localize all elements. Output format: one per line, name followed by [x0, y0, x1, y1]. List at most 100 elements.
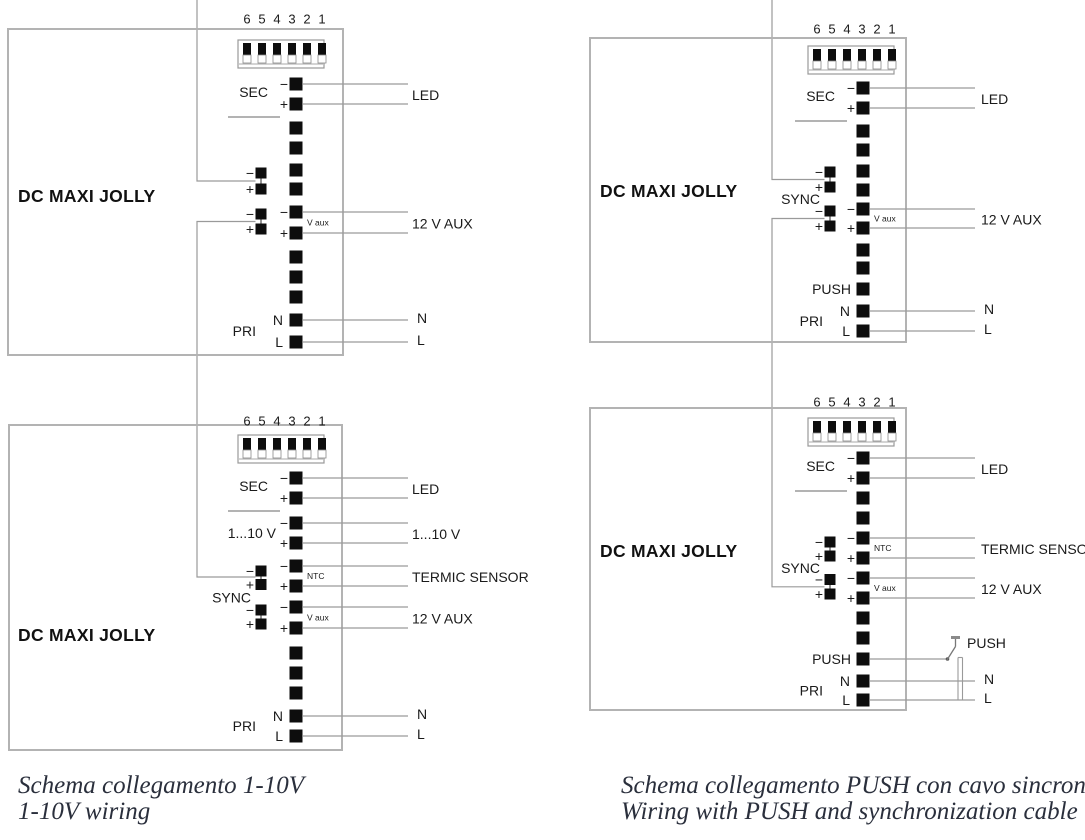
terminal-square — [856, 202, 870, 216]
sync-pair-sign: − — [815, 572, 823, 588]
dip-switch-slot — [872, 432, 882, 442]
sync-pair-sign: + — [246, 616, 254, 632]
terminal-square — [289, 313, 303, 327]
sync-pair-sign: + — [815, 179, 823, 195]
terminal-square — [856, 324, 870, 338]
dip-switch-slot — [257, 449, 267, 459]
mains-label-l: L — [984, 690, 992, 706]
sync-wire-incoming-right — [771, 0, 825, 181]
terminal-square — [856, 591, 870, 605]
dip-switch-slot — [302, 54, 312, 64]
dip-number: 2 — [873, 395, 880, 410]
n-terminal-label: N — [840, 673, 850, 689]
dip-number: 6 — [813, 22, 820, 37]
dip-switch-lever-icon — [873, 49, 881, 61]
sync-wire-right-units — [771, 217, 825, 588]
terminal-sign-plus: + — [280, 96, 288, 112]
n-terminal-label: N — [273, 708, 283, 724]
terminal-sign-plus: + — [847, 550, 855, 566]
dip-switch-slot — [827, 432, 837, 442]
terminal-square — [856, 243, 870, 257]
terminal-square — [289, 250, 303, 264]
dip-number: 5 — [828, 395, 835, 410]
terminal-square — [856, 471, 870, 485]
driver-enclosure-box — [8, 424, 343, 751]
terminal-square — [289, 491, 303, 505]
dip-switch-lever-icon — [303, 438, 311, 450]
dip-switch-lever-icon — [288, 43, 296, 55]
mains-label-n: N — [984, 301, 994, 317]
driver-enclosure-box — [589, 37, 907, 343]
device-name-label: DC MAXI JOLLY — [600, 181, 737, 201]
l-terminal-label: L — [275, 334, 283, 350]
connection-label-aux: 12 V AUX — [412, 611, 473, 627]
dip-switch-slot — [287, 449, 297, 459]
dip-switch-lever-icon — [888, 421, 896, 433]
pri-group-label: PRI — [233, 718, 256, 734]
terminal-square — [856, 611, 870, 625]
sync-pair-terminal-square — [255, 208, 267, 220]
terminal-square — [289, 471, 303, 485]
terminal-square — [289, 141, 303, 155]
vaux-label: V aux — [874, 214, 896, 224]
dip-number: 3 — [288, 12, 295, 27]
sync-pair-sign: + — [815, 586, 823, 602]
terminal-square — [289, 686, 303, 700]
dip-switch-lever-icon — [288, 438, 296, 450]
mains-label-n: N — [984, 671, 994, 687]
sync-pair-sign: − — [246, 602, 254, 618]
connection-label-aux: 12 V AUX — [981, 581, 1042, 597]
dip-switch-slot — [242, 54, 252, 64]
sync-pair-terminal-square — [255, 223, 267, 235]
sync-pair-sign: + — [246, 577, 254, 593]
sync-pair-terminal-square — [255, 183, 267, 195]
dip-switch-lever-icon — [813, 49, 821, 61]
vaux-label: V aux — [874, 583, 896, 593]
dip-number: 1 — [318, 414, 325, 429]
ntc-label: NTC — [874, 543, 891, 553]
dip-switch-slot — [317, 449, 327, 459]
ntc-label: NTC — [307, 571, 324, 581]
terminal-square — [856, 674, 870, 688]
dip-switch-slot — [857, 432, 867, 442]
terminal-sign-minus: − — [280, 204, 288, 220]
push-button-lever-icon — [946, 646, 957, 661]
sync-pair-terminal-square — [824, 181, 836, 193]
vaux-label: V aux — [307, 613, 329, 623]
terminal-square — [856, 124, 870, 138]
caption-1-10v-english: 1-10V wiring — [18, 798, 151, 825]
dip-switch-slot — [287, 54, 297, 64]
dip-switch-lever-icon — [873, 421, 881, 433]
dip-switch-slot — [842, 432, 852, 442]
connection-label-termic: TERMIC SENSOR — [981, 541, 1085, 557]
dip-number: 3 — [288, 414, 295, 429]
sync-pair-sign: + — [815, 218, 823, 234]
n-terminal-label: N — [840, 303, 850, 319]
device-name-label: DC MAXI JOLLY — [18, 625, 155, 645]
vaux-label: V aux — [307, 218, 329, 228]
mains-label-l: L — [984, 321, 992, 337]
dip-number: 5 — [828, 22, 835, 37]
terminal-square — [289, 559, 303, 573]
mains-label-n: N — [417, 310, 427, 326]
pri-group-label: PRI — [800, 313, 823, 329]
terminal-sign-plus: + — [847, 470, 855, 486]
terminal-sign-minus: − — [847, 201, 855, 217]
sync-pair-sign: + — [246, 181, 254, 197]
terminal-square — [289, 666, 303, 680]
dip-number: 2 — [303, 414, 310, 429]
sync-wire-left-units — [196, 220, 256, 578]
terminal-sign-plus: + — [847, 590, 855, 606]
sync-pair-terminal-square — [824, 166, 836, 178]
terminal-sign-minus: − — [847, 450, 855, 466]
n-terminal-label: N — [273, 312, 283, 328]
dip-number: 3 — [858, 22, 865, 37]
sync-pair-sign: − — [815, 534, 823, 550]
connection-label-termic: TERMIC SENSOR — [412, 569, 529, 585]
terminal-sign-plus: + — [280, 490, 288, 506]
sync-pair-sign: − — [246, 165, 254, 181]
dip-number: 1 — [888, 395, 895, 410]
dip-switch-slot — [257, 54, 267, 64]
mains-label-l: L — [417, 332, 425, 348]
dip-switch-slot — [827, 60, 837, 70]
